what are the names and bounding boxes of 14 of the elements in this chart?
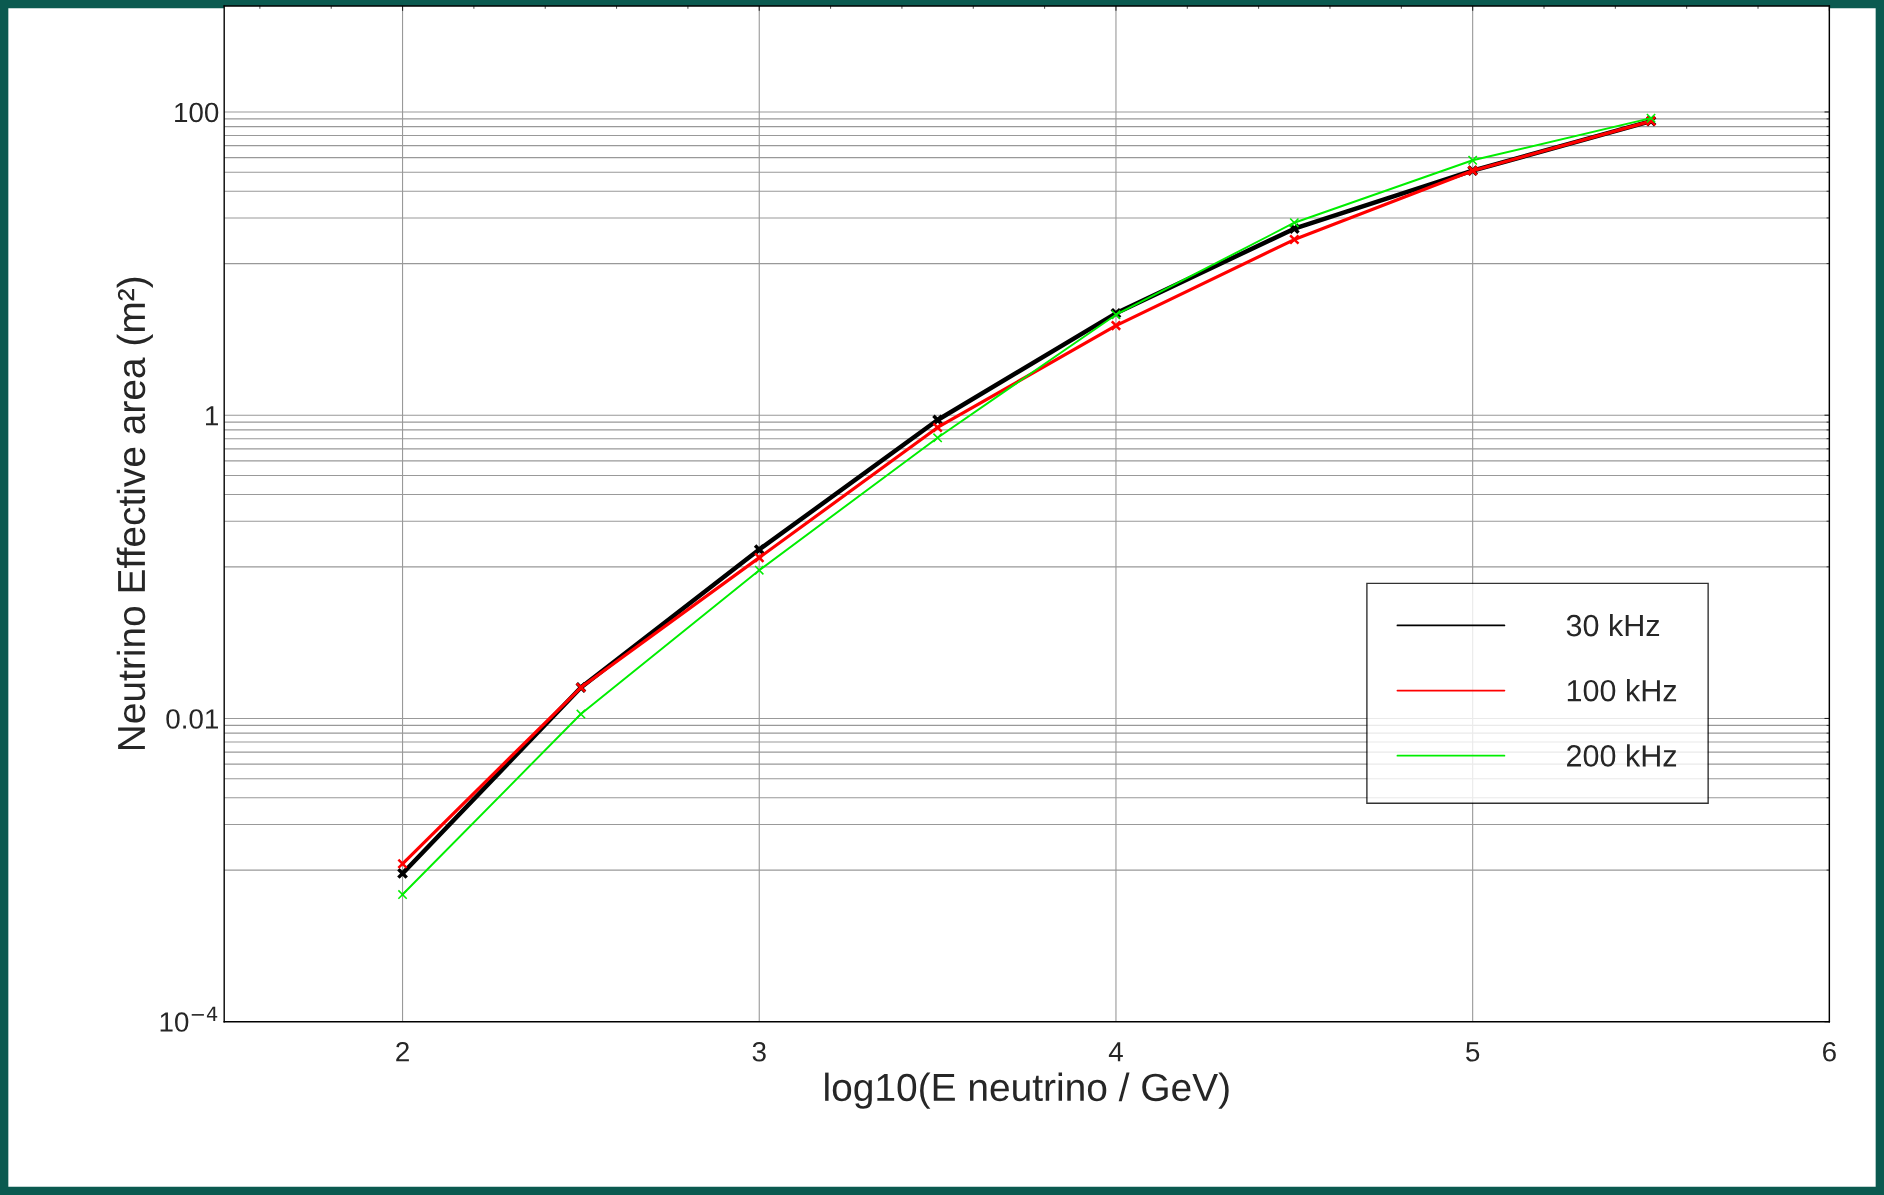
legend-label: 200 kHz xyxy=(1567,744,1677,767)
legend-label: 30 kHz xyxy=(1566,613,1660,637)
y-tick-label: 10$^{−4}$ xyxy=(160,1006,218,1032)
y-tick-label: 0.01 xyxy=(166,709,218,729)
legend-label: 100 kHz xyxy=(1567,679,1677,702)
x-axis-title: log10(E neutrino / GeV) xyxy=(825,1072,1229,1109)
x-tick-label: 5 xyxy=(1466,1042,1480,1062)
x-tick-label: 3 xyxy=(752,1041,766,1062)
y-tick-label: 100 xyxy=(175,102,219,123)
x-tick-label: 6 xyxy=(1823,1041,1836,1062)
x-tick-label: 2 xyxy=(396,1041,409,1062)
x-tick-label: 4 xyxy=(1108,1042,1123,1062)
y-tick-label: 1 xyxy=(206,406,218,426)
y-axis-title: Neutrino Effective area (m²) xyxy=(116,277,153,750)
